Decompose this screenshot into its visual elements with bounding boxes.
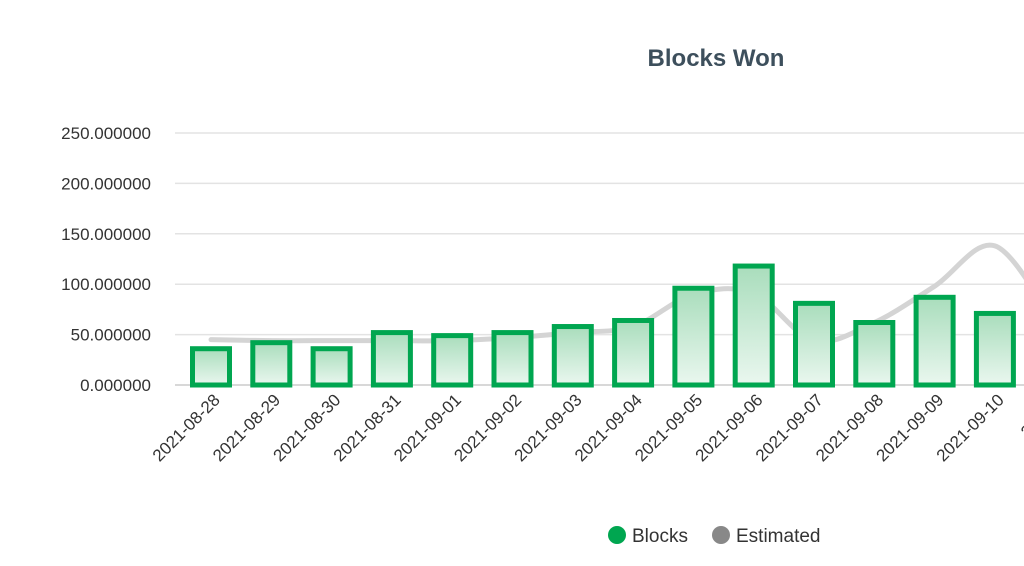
bar[interactable] — [250, 340, 293, 388]
bar[interactable] — [190, 346, 232, 388]
y-tick-label: 50.000000 — [71, 326, 151, 345]
legend-item-blocks[interactable]: Blocks — [608, 526, 688, 547]
legend-item-estimated[interactable]: Estimated — [712, 526, 820, 547]
y-tick-label: 250.000000 — [61, 124, 151, 143]
bar[interactable] — [672, 285, 715, 388]
legend-estimated-label: Estimated — [736, 526, 820, 547]
legend-blocks-marker — [608, 526, 626, 544]
bar[interactable] — [853, 320, 896, 388]
y-tick-label: 100.000000 — [61, 275, 151, 294]
bar[interactable] — [973, 310, 1016, 388]
bar[interactable] — [431, 333, 474, 388]
bar[interactable] — [310, 346, 353, 388]
grid-lines — [175, 132, 1024, 386]
y-tick-label: 0.000000 — [80, 376, 151, 395]
chart-title: Blocks Won — [648, 45, 785, 72]
legend: Blocks Estimated — [608, 526, 820, 547]
legend-estimated-marker — [712, 526, 730, 544]
y-tick-label: 200.000000 — [61, 174, 151, 193]
estimated-line — [208, 242, 1024, 345]
legend-blocks-label: Blocks — [632, 526, 688, 547]
bar[interactable] — [370, 330, 413, 388]
bar[interactable] — [913, 294, 956, 388]
bar[interactable] — [793, 300, 835, 388]
bar[interactable] — [491, 330, 534, 388]
bar[interactable] — [551, 324, 594, 388]
estimated-series-line — [208, 242, 1024, 345]
y-axis-tick-labels: 0.000000 50.000000 100.000000 150.000000 200… — [61, 124, 151, 395]
x-tick-label: 2021-0 — [1017, 390, 1024, 441]
x-axis-tick-labels: 2021-08-282021-08-292021-08-302021-08-31… — [149, 390, 1024, 465]
bar[interactable] — [612, 317, 655, 388]
blocks-series-bars — [190, 263, 1016, 388]
y-tick-label: 150.000000 — [61, 225, 151, 244]
bar[interactable] — [732, 263, 775, 388]
